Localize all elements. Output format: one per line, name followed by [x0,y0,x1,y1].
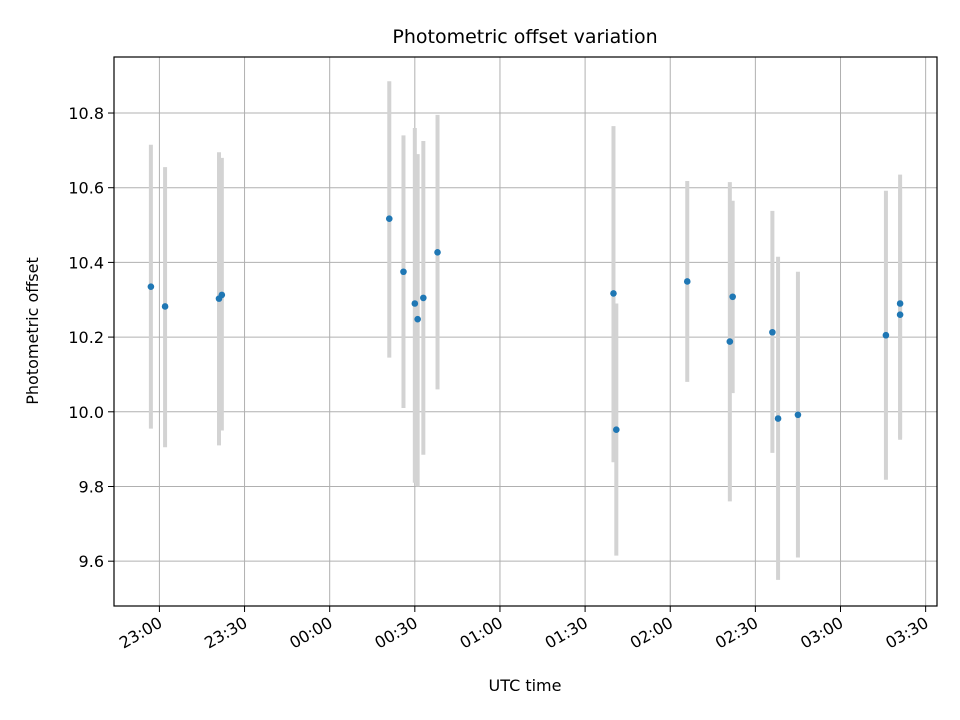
y-tick-label: 10.8 [68,104,104,123]
data-point [218,291,226,299]
data-point [411,300,419,307]
data-point [882,331,890,339]
y-tick-label: 10.6 [68,179,104,198]
data-point [400,268,407,276]
x-axis-label: UTC time [489,676,562,695]
data-point [896,311,904,318]
plot-frame [113,56,938,607]
data-point [774,415,782,422]
data-point [385,215,393,223]
y-tick-label: 9.8 [79,477,104,496]
data-point [896,300,904,307]
data-point [434,249,441,256]
data-point [729,293,736,301]
data-point [726,338,734,345]
data-point [610,290,617,297]
data-point [613,426,620,434]
data-point [420,294,427,302]
data-points [147,215,904,434]
y-axis-label: Photometric offset [23,257,42,405]
data-point [414,315,421,323]
y-axis-ticks: 9.6 9.8 10.0 10.2 10.4 10.6 10.8 [68,104,114,571]
y-tick-label: 9.6 [79,552,104,571]
data-point [147,283,155,290]
data-point [794,411,802,419]
data-point [161,303,169,310]
data-point [683,278,691,285]
y-tick-label: 10.0 [68,403,104,422]
y-tick-label: 10.4 [68,253,104,272]
data-point [769,328,776,336]
chart-title: Photometric offset variation [392,26,657,48]
y-tick-label: 10.2 [68,328,104,347]
